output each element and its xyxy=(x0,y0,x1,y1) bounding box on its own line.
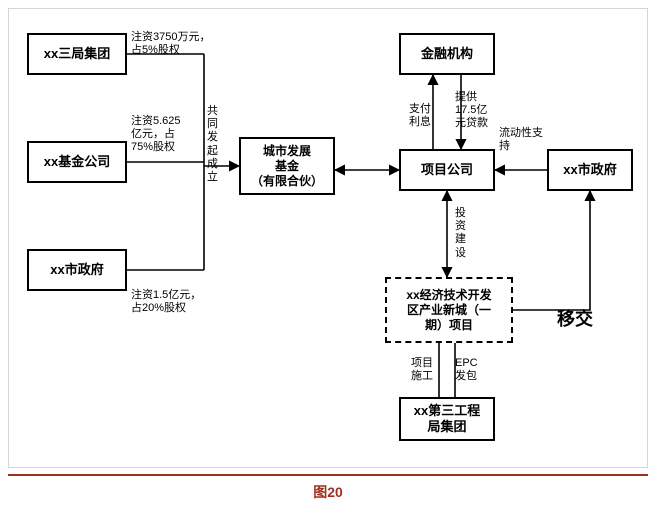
node-cityfund: 城市发展基金（有限合伙） xyxy=(239,137,335,195)
label-payint: 支付利息 xyxy=(409,103,431,129)
figure-caption: 图20 xyxy=(313,484,343,500)
node-thirdeng: xx第三工程局集团 xyxy=(399,397,495,441)
node-devzone: xx经济技术开发区产业新城（一期）项目 xyxy=(385,277,513,343)
node-gov-left: xx市政府 xyxy=(27,249,127,291)
label-inv2: 注资5.625亿元，占75%股权 xyxy=(131,115,181,155)
node-gov-right: xx市政府 xyxy=(547,149,633,191)
node-fininst: 金融机构 xyxy=(399,33,495,75)
label-liq: 流动性支持 xyxy=(499,127,543,153)
diagram-frame: xx三局集团 xx基金公司 xx市政府 城市发展基金（有限合伙） 金融机构 项目… xyxy=(8,8,648,468)
node-projectco: 项目公司 xyxy=(399,149,495,191)
label-construct: 项目施工 xyxy=(411,357,433,383)
label-epc: EPC发包 xyxy=(455,357,478,383)
node-sanjugroup: xx三局集团 xyxy=(27,33,127,75)
label-invbuild: 投资建设 xyxy=(455,207,466,260)
label-handover: 移交 xyxy=(557,305,593,331)
edges-svg xyxy=(9,9,649,469)
label-loan: 提供17.5亿元贷款 xyxy=(455,91,488,131)
node-fundco: xx基金公司 xyxy=(27,141,127,183)
label-inv1: 注资3750万元，占5%股权 xyxy=(131,31,210,57)
label-inv3: 注资1.5亿元，占20%股权 xyxy=(131,289,201,315)
caption-bar: 图20 xyxy=(8,474,648,502)
label-cofound: 共同发起成立 xyxy=(207,105,218,184)
